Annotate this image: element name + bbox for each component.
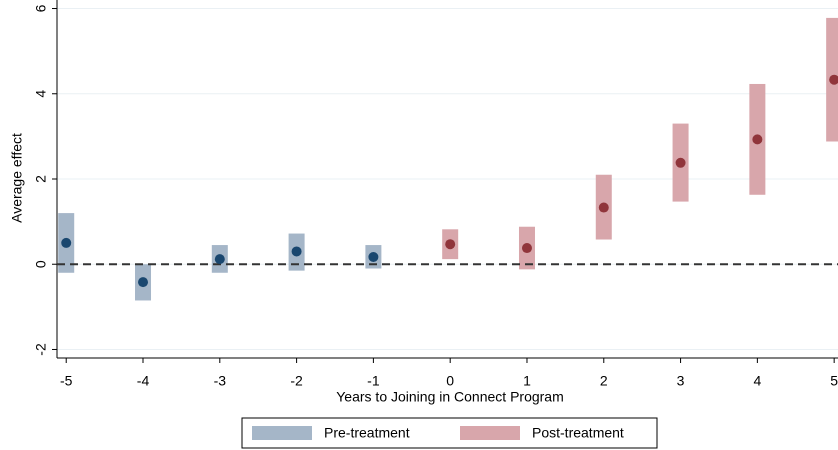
x-tick-label: 3 xyxy=(677,373,685,389)
point-estimate xyxy=(368,251,379,262)
x-tick-label: 4 xyxy=(753,373,761,389)
y-tick-label: -2 xyxy=(33,343,49,356)
x-tick-label: 0 xyxy=(446,373,454,389)
y-axis-title: Average effect xyxy=(9,133,25,223)
x-tick-label: -4 xyxy=(137,373,150,389)
x-tick-label: 2 xyxy=(600,373,608,389)
legend-swatch xyxy=(252,426,312,440)
point-estimate xyxy=(138,277,149,288)
point-estimate xyxy=(61,237,72,248)
point-estimate xyxy=(675,157,686,168)
point-estimate xyxy=(752,134,763,145)
y-tick-label: 6 xyxy=(33,4,49,12)
x-tick-label: -1 xyxy=(367,373,380,389)
point-estimate xyxy=(291,246,302,257)
x-tick-label: -3 xyxy=(214,373,227,389)
legend-label: Pre-treatment xyxy=(324,425,410,441)
x-tick-label: 5 xyxy=(830,373,838,389)
legend-label: Post-treatment xyxy=(532,425,624,441)
legend-swatch xyxy=(460,426,520,440)
x-tick-label: -5 xyxy=(60,373,73,389)
x-tick-label: 1 xyxy=(523,373,531,389)
y-tick-label: 0 xyxy=(33,260,49,268)
point-estimate xyxy=(598,202,609,213)
point-estimate xyxy=(521,243,532,254)
y-tick-label: 2 xyxy=(33,175,49,183)
point-estimate xyxy=(829,74,838,85)
x-tick-label: -2 xyxy=(290,373,303,389)
point-estimate xyxy=(214,254,225,265)
x-axis-title: Years to Joining in Connect Program xyxy=(336,389,564,405)
y-tick-label: 4 xyxy=(33,90,49,98)
point-estimate xyxy=(445,239,456,250)
